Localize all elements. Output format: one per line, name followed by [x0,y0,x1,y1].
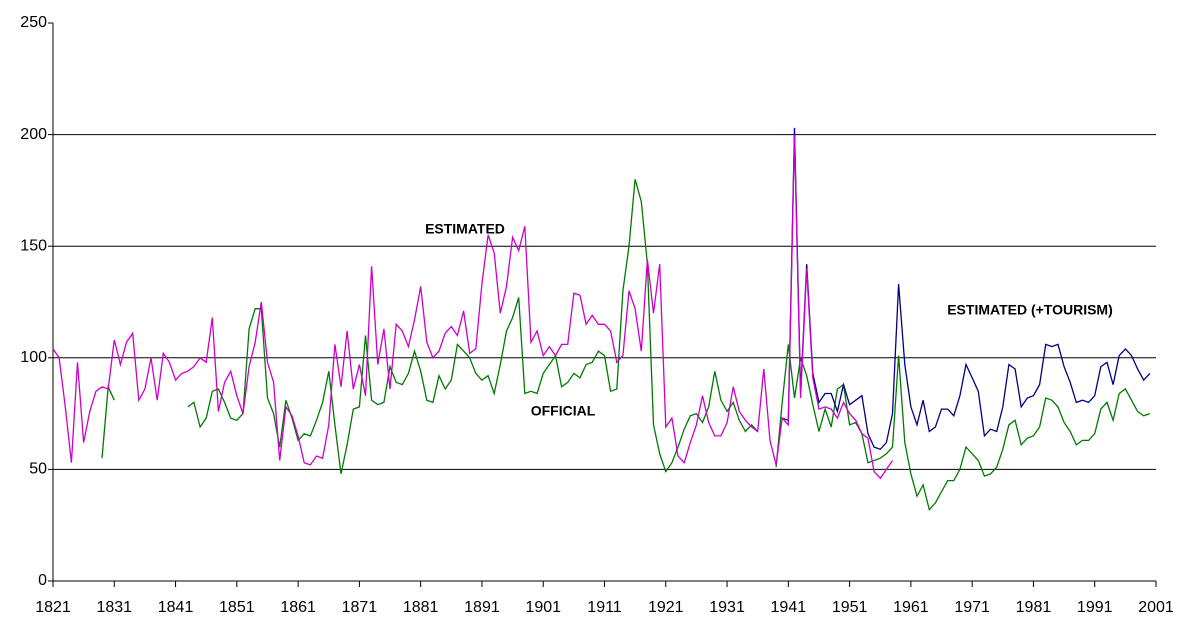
x-tick-label: 1901 [525,599,561,616]
y-tick-label: 150 [20,237,47,254]
y-tick-label: 0 [38,572,47,589]
x-tick-label: 1871 [342,599,378,616]
x-tick-label: 1971 [954,599,990,616]
x-tick-label: 1991 [1077,599,1113,616]
series-line [52,134,894,480]
x-tick-label: 1981 [1016,599,1052,616]
x-tick-label: 1821 [35,599,71,616]
x-tick-label: 1831 [96,599,132,616]
x-tick-label: 1961 [893,599,929,616]
series-label: OFFICIAL [531,403,596,419]
x-tick-label: 1931 [709,599,745,616]
y-tick-label: 50 [29,461,47,478]
y-tick-label: 250 [20,14,47,31]
x-tick-label: 2001 [1138,599,1174,616]
y-tick-label: 100 [20,349,47,366]
x-tick-label: 1941 [771,599,807,616]
series-label: ESTIMATED (+TOURISM) [947,302,1113,318]
series-line [101,179,1151,511]
x-tick-label: 1921 [648,599,684,616]
x-tick-label: 1861 [280,599,316,616]
x-tick-label: 1891 [464,599,500,616]
y-tick-label: 200 [20,126,47,143]
series-label: ESTIMATED [425,221,505,237]
x-tick-label: 1911 [587,599,622,616]
x-tick-label: 1841 [158,599,194,616]
x-tick-label: 1851 [219,599,255,616]
x-tick-label: 1881 [403,599,439,616]
x-tick-label: 1951 [832,599,868,616]
series-line [781,127,1151,451]
